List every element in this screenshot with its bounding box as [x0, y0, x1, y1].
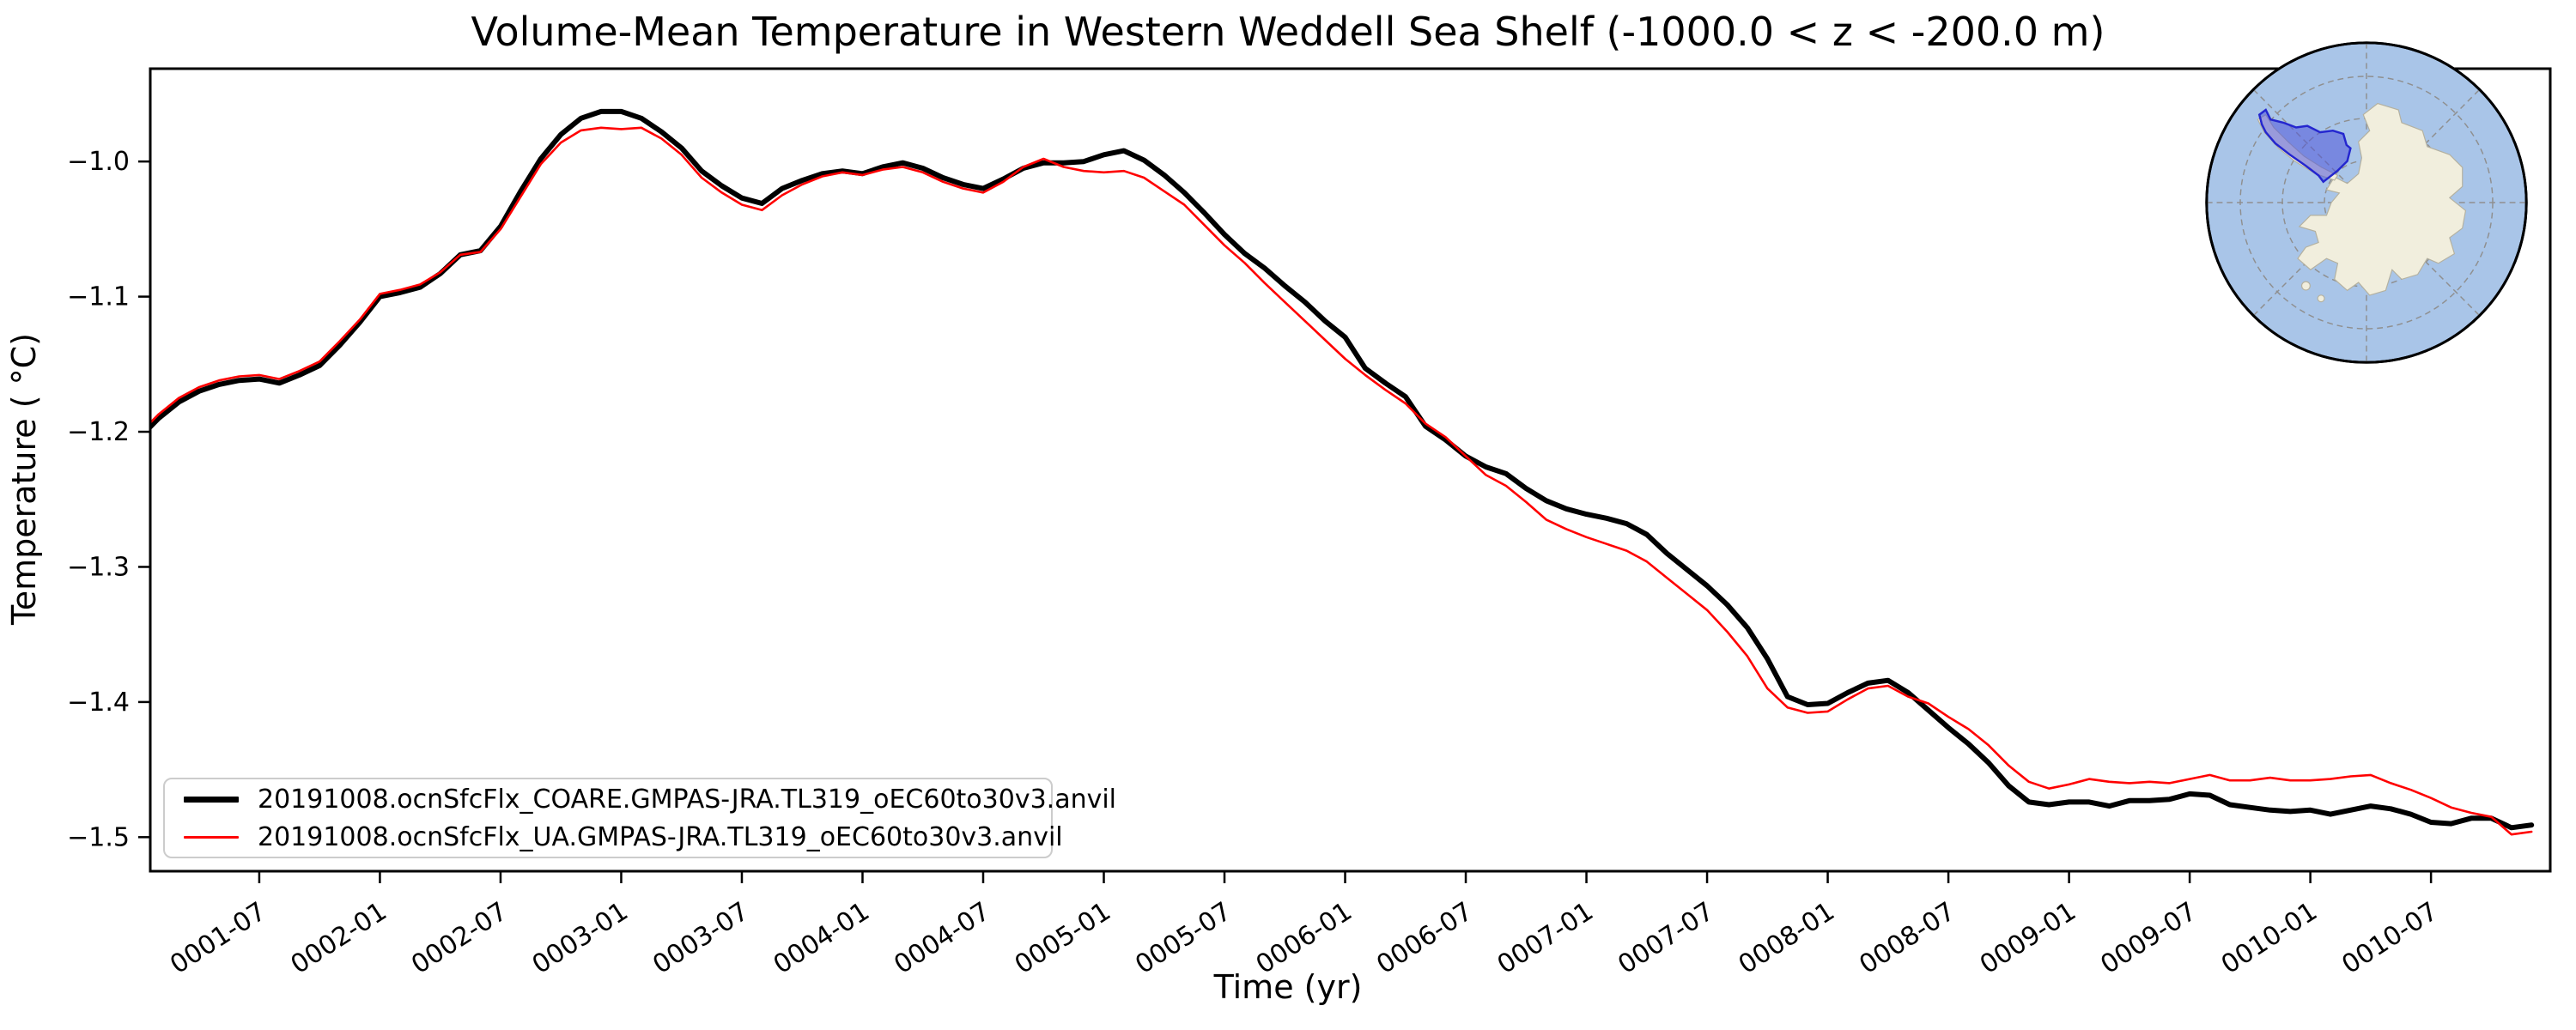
- legend-line-sample-red: [184, 835, 239, 839]
- y-tick-label: −1.2: [67, 417, 130, 447]
- y-tick-label: −1.4: [67, 688, 130, 718]
- antarctica-map-inset: [2205, 41, 2528, 364]
- series-line-ua: [150, 126, 2533, 836]
- weddell-region-outline: [2257, 108, 2352, 184]
- x-axis-label: Time (yr): [1213, 968, 1363, 1006]
- legend-entry-coare: 20191008.ocnSfcFlx_COARE.GMPAS-JRA.TL319…: [165, 785, 1116, 815]
- chart-title: Volume-Mean Temperature in Western Wedde…: [471, 9, 2105, 55]
- series-line-coare: [150, 108, 2535, 831]
- weddell-region-highlight: [2259, 110, 2351, 182]
- y-tick-label: −1.3: [67, 552, 130, 582]
- y-tick-label: −1.0: [67, 147, 130, 177]
- y-tick-label: −1.5: [67, 822, 130, 852]
- y-tick-label: −1.1: [67, 282, 130, 312]
- plot-series: [150, 108, 2535, 836]
- legend-box: 20191008.ocnSfcFlx_COARE.GMPAS-JRA.TL319…: [163, 778, 1116, 858]
- y-axis-label: Temperature ( °C): [5, 332, 43, 626]
- legend-label-ua: 20191008.ocnSfcFlx_UA.GMPAS-JRA.TL319_oE…: [258, 821, 1063, 852]
- legend-entry-ua: 20191008.ocnSfcFlx_UA.GMPAS-JRA.TL319_oE…: [165, 822, 1063, 852]
- map-border-circle: [2205, 41, 2528, 364]
- legend-line-sample-black: [184, 796, 239, 803]
- plot-area-frame: [149, 67, 2552, 873]
- legend-label-coare: 20191008.ocnSfcFlx_COARE.GMPAS-JRA.TL319…: [258, 784, 1117, 815]
